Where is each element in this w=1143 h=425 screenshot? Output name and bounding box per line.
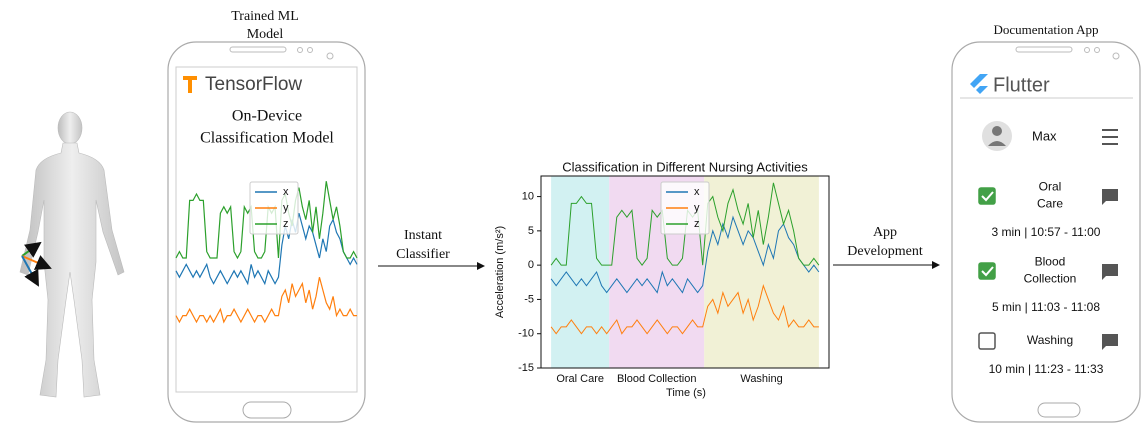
y-tick-label: -10 xyxy=(518,328,534,340)
speaker xyxy=(1015,46,1073,53)
brand: TensorFlow xyxy=(205,74,302,95)
home-button xyxy=(242,401,292,419)
comment-icon[interactable] xyxy=(1102,264,1118,280)
user-name: Max xyxy=(1032,128,1057,143)
comment-icon[interactable] xyxy=(1102,189,1118,205)
series-line xyxy=(175,213,358,286)
task-list: Oral Care 3 min | 10:57 - 11:00 Blood Collec… xyxy=(978,180,1118,376)
sensor xyxy=(1094,47,1100,53)
sensor xyxy=(297,47,303,53)
home-button xyxy=(1037,402,1081,418)
legend-label: x xyxy=(694,186,700,198)
phone-plot: xyz xyxy=(175,181,358,324)
task-time: 3 min | 10:57 - 11:00 xyxy=(992,225,1101,239)
flutter-logo xyxy=(970,74,988,94)
task-label: Care xyxy=(1037,197,1063,211)
x-axis-label: Time (s) xyxy=(666,387,706,399)
y-tick-label: 5 xyxy=(528,225,534,237)
checkbox[interactable] xyxy=(978,262,996,280)
chart-title: Classification in Different Nursing Acti… xyxy=(562,159,808,174)
sensor xyxy=(307,47,313,53)
caption: Documentation App xyxy=(993,22,1098,37)
legend-label: y xyxy=(694,202,700,214)
comment-icon[interactable] xyxy=(1102,334,1118,350)
sensor-axes xyxy=(21,241,52,287)
task-label: Collection xyxy=(1024,272,1077,286)
y-tick-label: 10 xyxy=(522,190,534,202)
camera xyxy=(1112,52,1120,60)
task-time: 10 min | 11:23 - 11:33 xyxy=(989,362,1104,376)
checkmark xyxy=(981,266,994,277)
avatar-head xyxy=(992,126,1002,136)
arrow-label: Classifier xyxy=(396,247,450,262)
checkmark xyxy=(981,191,994,202)
task-label: Blood xyxy=(1035,255,1066,269)
task-time: 5 min | 11:03 - 11:08 xyxy=(992,300,1100,314)
arrow-label: Instant xyxy=(404,228,442,243)
checkbox[interactable] xyxy=(978,332,996,350)
brand: Flutter xyxy=(993,74,1050,96)
caption: Model xyxy=(247,27,284,42)
series-line xyxy=(175,277,357,324)
legend-label: y xyxy=(283,202,289,214)
menu-icon[interactable] xyxy=(1102,129,1118,145)
heading: Classification Model xyxy=(200,130,334,147)
heading: On-Device xyxy=(232,108,302,125)
speaker xyxy=(229,46,287,53)
arrow-label: App xyxy=(873,225,897,240)
human-figure xyxy=(19,111,125,398)
task-label: Oral xyxy=(1039,180,1062,194)
region-label: Washing xyxy=(740,373,782,385)
legend-label: z xyxy=(694,218,700,230)
plot-frame xyxy=(540,175,830,369)
y-tick-label: 0 xyxy=(528,259,534,271)
y-axis-label: Acceleration (m/s²) xyxy=(494,226,506,318)
y-tick-label: -15 xyxy=(518,362,534,374)
checkbox[interactable] xyxy=(978,187,996,205)
legend-label: z xyxy=(283,218,289,230)
y-tick-label: -5 xyxy=(524,293,534,305)
legend-label: x xyxy=(283,186,289,198)
series-line xyxy=(550,284,819,335)
series-line xyxy=(550,215,820,294)
region xyxy=(551,176,610,368)
task-label: Washing xyxy=(1027,333,1073,347)
sensor xyxy=(1084,47,1090,53)
avatar-body xyxy=(988,141,1006,146)
tensorflow-logo xyxy=(183,76,197,93)
chart: Classification in Different Nursing Acti… xyxy=(494,159,830,399)
region-label: Oral Care xyxy=(556,373,604,385)
region xyxy=(704,176,819,368)
caption: Trained ML xyxy=(231,9,299,24)
screen xyxy=(175,66,358,393)
region-label: Blood Collection xyxy=(617,373,697,385)
arrow-label: Development xyxy=(847,244,923,259)
camera xyxy=(326,52,334,60)
